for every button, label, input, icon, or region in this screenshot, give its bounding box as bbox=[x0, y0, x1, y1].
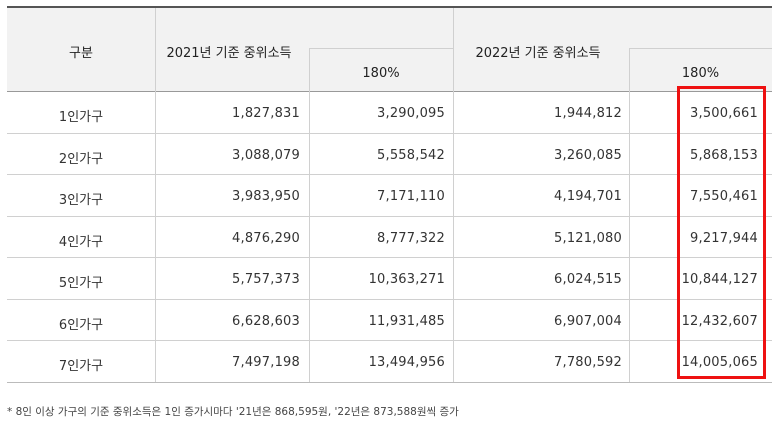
cell-2022-180pct: 7,550,461 bbox=[690, 189, 758, 204]
header-2021: 2021년 기준 중위소득 bbox=[166, 46, 292, 61]
cell-2021-180pct: 7,171,110 bbox=[377, 189, 445, 204]
highlight-box bbox=[677, 86, 766, 379]
cell-2021: 3,088,079 bbox=[232, 148, 300, 163]
row-label: 6인가구 bbox=[58, 318, 104, 333]
row-label: 7인가구 bbox=[58, 359, 104, 374]
row-label: 2인가구 bbox=[58, 152, 104, 167]
cell-2022: 3,260,085 bbox=[554, 148, 622, 163]
cell-2022: 5,121,080 bbox=[554, 231, 622, 246]
cell-2021: 4,876,290 bbox=[232, 231, 300, 246]
table-header-background bbox=[7, 8, 772, 91]
header-2022-180pct: 180% bbox=[681, 66, 720, 81]
cell-2022-180pct: 3,500,661 bbox=[690, 106, 758, 121]
cell-2022: 6,024,515 bbox=[554, 272, 622, 287]
cell-2021: 7,497,198 bbox=[232, 355, 300, 370]
cell-2021-180pct: 11,931,485 bbox=[368, 314, 445, 329]
cell-2022: 4,194,701 bbox=[554, 189, 622, 204]
row-label: 1인가구 bbox=[58, 110, 104, 125]
cell-2022: 7,780,592 bbox=[554, 355, 622, 370]
cell-2022-180pct: 10,844,127 bbox=[681, 272, 758, 287]
header-2022: 2022년 기준 중위소득 bbox=[475, 46, 601, 61]
cell-2022-180pct: 9,217,944 bbox=[690, 231, 758, 246]
cell-2021: 1,827,831 bbox=[232, 106, 300, 121]
cell-2022: 6,907,004 bbox=[554, 314, 622, 329]
footnote: * 8인 이상 가구의 기준 중위소득은 1인 증가시마다 '21년은 868,… bbox=[7, 406, 459, 418]
header-group: 구분 bbox=[69, 46, 93, 61]
row-label: 4인가구 bbox=[58, 235, 104, 250]
median-income-table: 구분 2021년 기준 중위소득 180% 2022년 기준 중위소득 180%… bbox=[7, 6, 772, 383]
cell-2021-180pct: 8,777,322 bbox=[377, 231, 445, 246]
cell-2022: 1,944,812 bbox=[554, 106, 622, 121]
cell-2021-180pct: 13,494,956 bbox=[368, 355, 445, 370]
cell-2022-180pct: 5,868,153 bbox=[690, 148, 758, 163]
cell-2021: 6,628,603 bbox=[232, 314, 300, 329]
cell-2022-180pct: 12,432,607 bbox=[681, 314, 758, 329]
cell-2021: 5,757,373 bbox=[232, 272, 300, 287]
cell-2021-180pct: 5,558,542 bbox=[377, 148, 445, 163]
cell-2022-180pct: 14,005,065 bbox=[681, 355, 758, 370]
row-label: 3인가구 bbox=[58, 193, 104, 208]
cell-2021: 3,983,950 bbox=[232, 189, 300, 204]
cell-2021-180pct: 10,363,271 bbox=[368, 272, 445, 287]
row-label: 5인가구 bbox=[58, 276, 104, 291]
header-2021-180pct: 180% bbox=[362, 66, 400, 81]
cell-2021-180pct: 3,290,095 bbox=[377, 106, 445, 121]
